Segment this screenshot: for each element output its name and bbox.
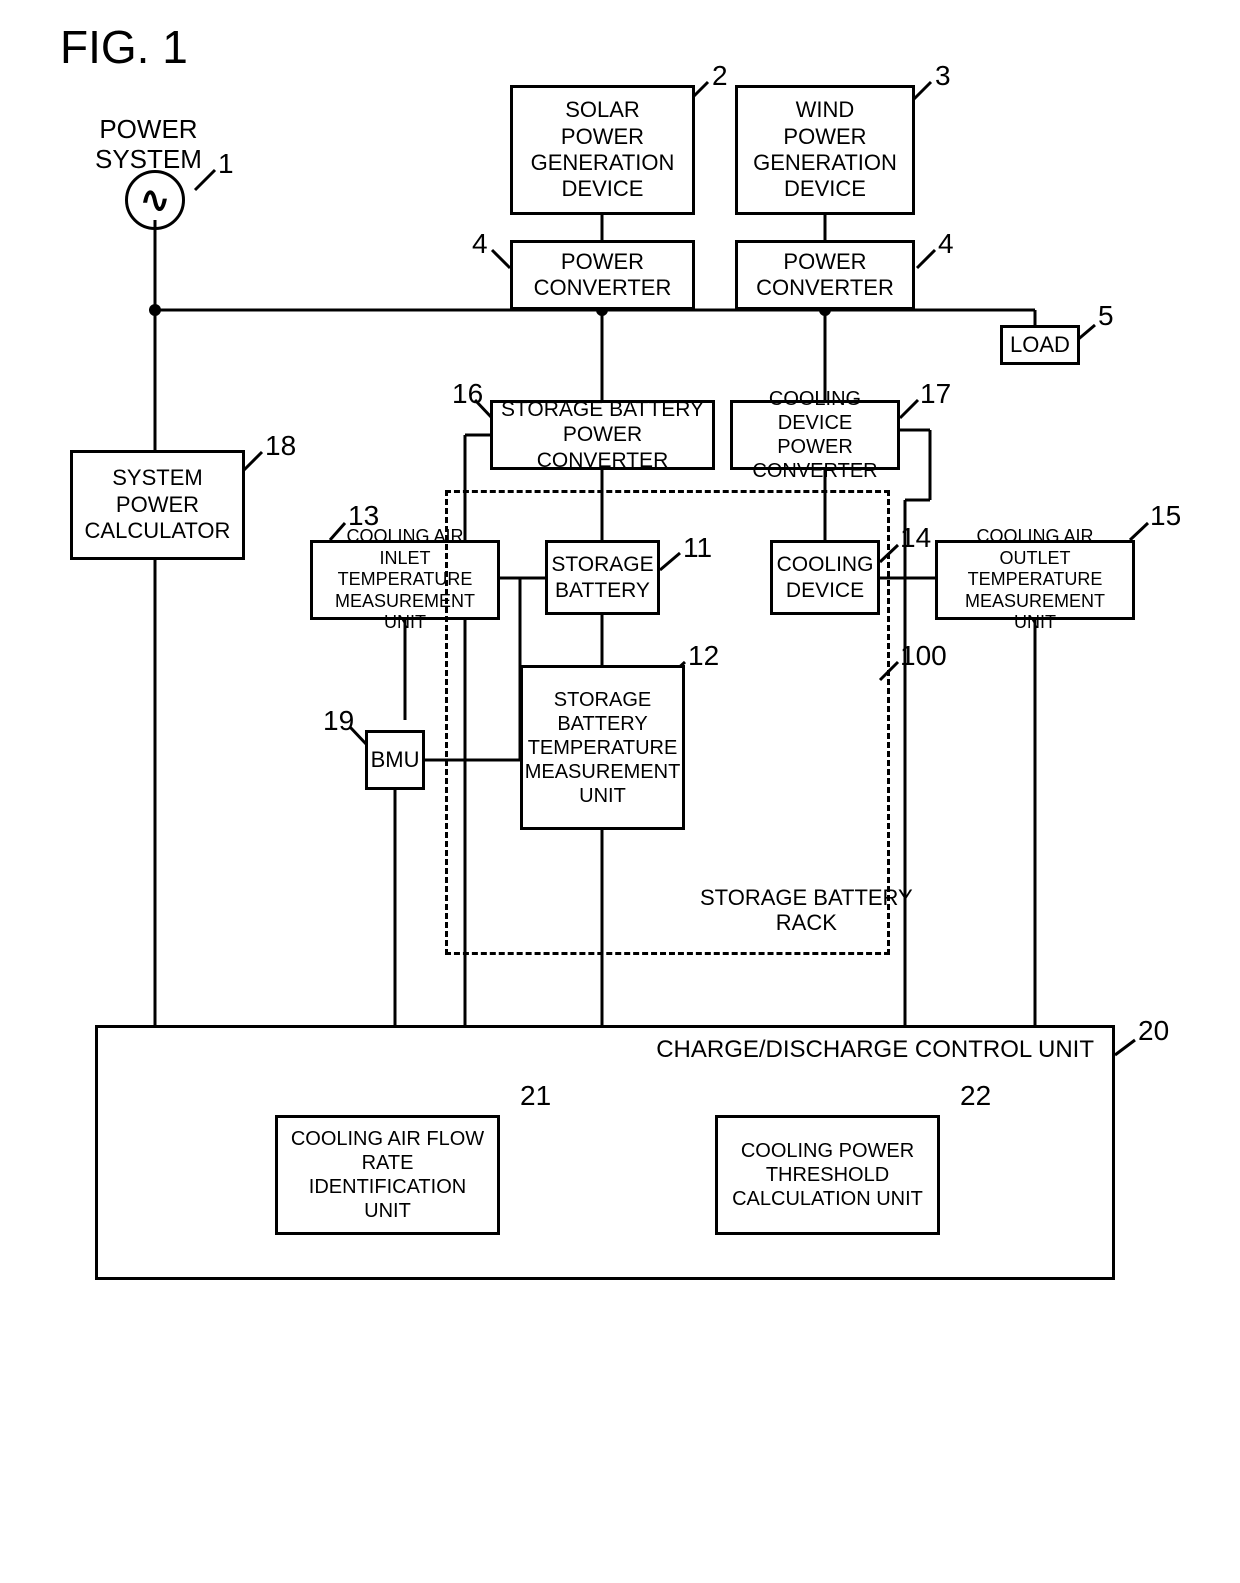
cooling-air-outlet-temperature-measurement-unit: COOLING AIR OUTLETTEMPERATUREMEASUREMENT… xyxy=(935,540,1135,620)
power-converter-wind: POWERCONVERTER xyxy=(735,240,915,310)
ref-18: 18 xyxy=(265,430,296,462)
ref-2: 2 xyxy=(712,60,728,92)
ref-21: 21 xyxy=(520,1080,551,1112)
wind-power-generation-device: WINDPOWERGENERATIONDEVICE xyxy=(735,85,915,215)
ref-4b: 4 xyxy=(938,228,954,260)
solar-power-generation-device: SOLARPOWERGENERATIONDEVICE xyxy=(510,85,695,215)
ref-14: 14 xyxy=(900,522,931,554)
charge-discharge-control-unit: CHARGE/DISCHARGE CONTROL UNIT xyxy=(95,1025,1115,1280)
cooling-device-power-converter: COOLING DEVICEPOWER CONVERTER xyxy=(730,400,900,470)
figure-title: FIG. 1 xyxy=(60,20,188,74)
power-system-label: POWERSYSTEM xyxy=(95,115,202,175)
system-power-calculator: SYSTEMPOWERCALCULATOR xyxy=(70,450,245,560)
storage-battery-rack-label: STORAGE BATTERYRACK xyxy=(700,885,913,936)
ref-100: 100 xyxy=(900,640,947,672)
ref-1: 1 xyxy=(218,148,234,180)
cooling-power-threshold-calculation-unit: COOLING POWERTHRESHOLDCALCULATION UNIT xyxy=(715,1115,940,1235)
charge-discharge-control-unit-label: CHARGE/DISCHARGE CONTROL UNIT xyxy=(656,1036,1094,1065)
ref-22: 22 xyxy=(960,1080,991,1112)
cooling-air-flow-rate-identification-unit: COOLING AIR FLOWRATE IDENTIFICATIONUNIT xyxy=(275,1115,500,1235)
ref-11: 11 xyxy=(683,532,712,564)
ref-16: 16 xyxy=(452,378,483,410)
power-converter-solar: POWERCONVERTER xyxy=(510,240,695,310)
ref-5: 5 xyxy=(1098,300,1114,332)
ref-15: 15 xyxy=(1150,500,1181,532)
power-system-symbol: ∿ xyxy=(125,170,185,230)
storage-battery-power-converter: STORAGE BATTERYPOWER CONVERTER xyxy=(490,400,715,470)
bmu: BMU xyxy=(365,730,425,790)
ref-13: 13 xyxy=(348,500,379,532)
ref-17: 17 xyxy=(920,378,951,410)
load: LOAD xyxy=(1000,325,1080,365)
ref-20: 20 xyxy=(1138,1015,1169,1047)
ref-12: 12 xyxy=(688,640,719,672)
ref-4a: 4 xyxy=(472,228,488,260)
ref-19: 19 xyxy=(323,705,354,737)
ref-3: 3 xyxy=(935,60,951,92)
